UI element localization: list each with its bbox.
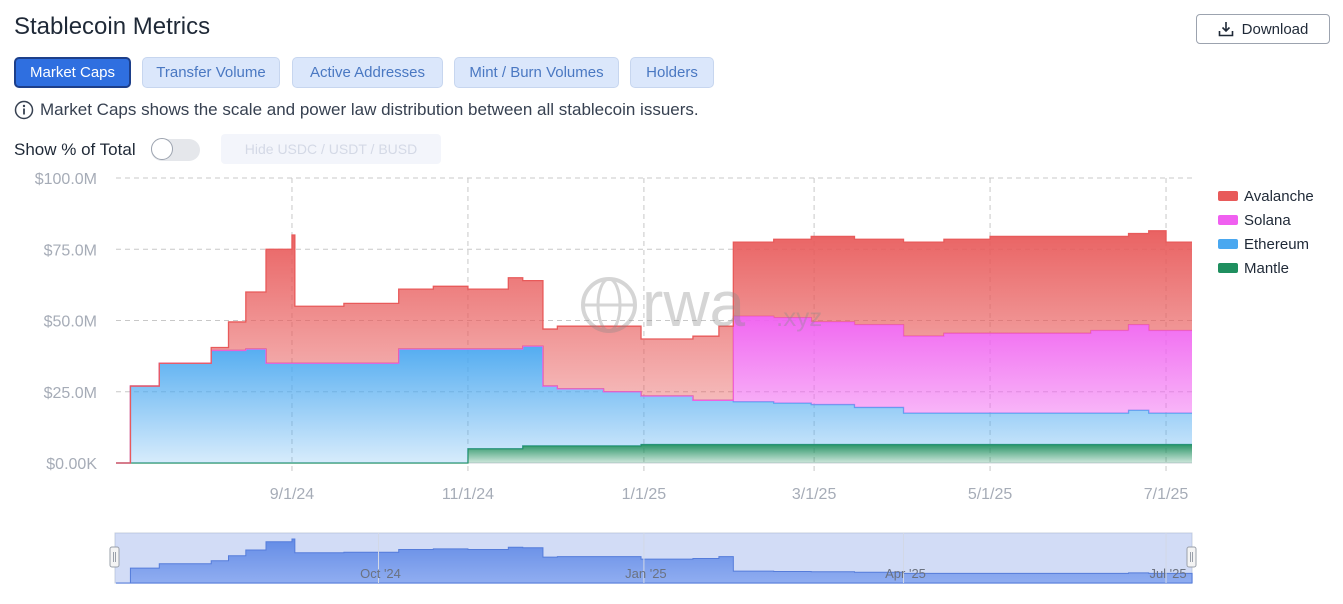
show-pct-label: Show % of Total bbox=[14, 140, 136, 159]
x-tick-label: 5/1/25 bbox=[968, 486, 1013, 503]
y-tick-label: $0.00K bbox=[46, 456, 97, 473]
y-tick-label: $75.0M bbox=[44, 242, 97, 259]
legend-swatch bbox=[1218, 263, 1238, 273]
area-avalanche bbox=[116, 230, 1192, 463]
toggle-knob bbox=[151, 138, 173, 160]
globe-outline bbox=[581, 277, 637, 333]
show-pct-toggle[interactable] bbox=[151, 138, 200, 161]
navigator-selection bbox=[115, 533, 1192, 583]
y-tick-label: $50.0M bbox=[44, 314, 97, 331]
navigator-label: Apr '25 bbox=[885, 566, 926, 581]
tab-label: Market Caps bbox=[29, 64, 116, 81]
legend-label: Ethereum bbox=[1244, 236, 1309, 253]
area-ethereum bbox=[116, 346, 1192, 463]
legend-item-solana: Solana bbox=[1218, 212, 1291, 229]
series-line-avalanche bbox=[116, 230, 1192, 464]
legend-label: Mantle bbox=[1244, 260, 1289, 277]
x-tick-label: 9/1/24 bbox=[270, 486, 315, 503]
area-mantle bbox=[116, 444, 1192, 463]
handle-body bbox=[1186, 546, 1197, 568]
tab-transfer-volume[interactable]: Transfer Volume bbox=[142, 57, 280, 88]
handle-body bbox=[109, 546, 120, 568]
legend-label: Avalanche bbox=[1244, 188, 1314, 205]
hide-button-label: Hide USDC / USDT / BUSD bbox=[244, 141, 418, 157]
range-navigator: Oct '24 Jan '25 Apr '25 Jul '25 bbox=[109, 532, 1197, 584]
navigator-area bbox=[116, 538, 1193, 584]
legend-swatch bbox=[1218, 191, 1238, 201]
tab-label: Transfer Volume bbox=[156, 64, 266, 81]
globe-icon bbox=[581, 277, 637, 333]
globe-meridian bbox=[596, 277, 622, 333]
tab-market-caps[interactable]: Market Caps bbox=[14, 57, 131, 88]
x-tick-label: 7/1/25 bbox=[1144, 486, 1189, 503]
y-tick-label: $100.0M bbox=[35, 171, 97, 188]
hide-major-stablecoins-button[interactable]: Hide USDC / USDT / BUSD bbox=[221, 134, 441, 164]
navigator-label: Jan '25 bbox=[625, 566, 667, 581]
x-tick-label: 11/1/24 bbox=[442, 486, 494, 503]
tab-label: Holders bbox=[646, 64, 698, 81]
navigator-label: Oct '24 bbox=[360, 566, 401, 581]
y-tick-label: $25.0M bbox=[44, 385, 97, 402]
tab-active-addresses[interactable]: Active Addresses bbox=[292, 57, 443, 88]
info-icon bbox=[14, 100, 34, 120]
legend-swatch bbox=[1218, 215, 1238, 225]
legend-item-avalanche: Avalanche bbox=[1218, 188, 1314, 205]
download-icon bbox=[1218, 22, 1233, 37]
info-text: Market Caps shows the scale and power la… bbox=[40, 100, 699, 119]
x-tick-label: 3/1/25 bbox=[792, 486, 837, 503]
legend-swatch bbox=[1218, 239, 1238, 249]
legend-item-mantle: Mantle bbox=[1218, 260, 1289, 277]
legend-item-ethereum: Ethereum bbox=[1218, 236, 1309, 253]
tab-label: Active Addresses bbox=[309, 64, 426, 81]
navigator-handle-left[interactable] bbox=[109, 546, 120, 568]
area-solana bbox=[116, 316, 1192, 463]
watermark-suffix: .xyz bbox=[776, 302, 822, 332]
download-button[interactable]: Download bbox=[1196, 14, 1330, 44]
tab-holders[interactable]: Holders bbox=[630, 57, 714, 88]
tab-label: Mint / Burn Volumes bbox=[469, 64, 604, 81]
watermark-text: rwa bbox=[642, 268, 746, 340]
rwa-watermark: rwa .xyz bbox=[581, 268, 822, 340]
download-label: Download bbox=[1241, 20, 1309, 38]
page-title: Stablecoin Metrics bbox=[14, 13, 211, 40]
x-tick-label: 1/1/25 bbox=[622, 486, 667, 503]
legend-label: Solana bbox=[1244, 212, 1291, 229]
navigator-handle-right[interactable] bbox=[1186, 546, 1197, 568]
navigator-label: Jul '25 bbox=[1149, 566, 1186, 581]
info-row: Market Caps shows the scale and power la… bbox=[14, 100, 699, 120]
tab-mint-burn-volumes[interactable]: Mint / Burn Volumes bbox=[454, 57, 619, 88]
